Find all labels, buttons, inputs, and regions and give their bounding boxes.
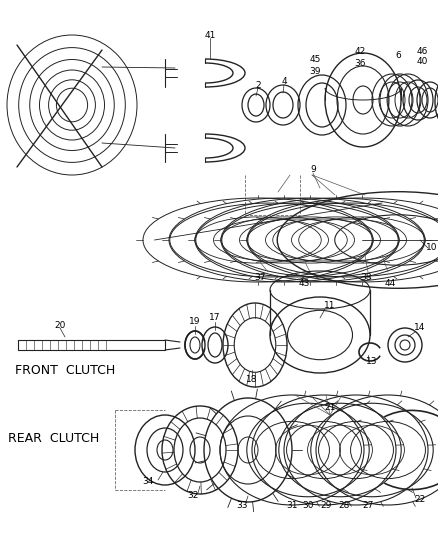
Text: FRONT  CLUTCH: FRONT CLUTCH <box>15 364 115 376</box>
Text: 33: 33 <box>236 500 248 510</box>
Text: 2: 2 <box>255 80 261 90</box>
Text: 38: 38 <box>360 273 372 282</box>
Text: 20: 20 <box>54 320 66 329</box>
Text: 41: 41 <box>204 30 215 39</box>
Text: 27: 27 <box>362 500 374 510</box>
Text: 40: 40 <box>416 58 427 67</box>
Text: 36: 36 <box>354 60 366 69</box>
Text: 31: 31 <box>286 500 298 510</box>
Text: 44: 44 <box>385 279 396 287</box>
Text: 4: 4 <box>281 77 287 86</box>
Text: 22: 22 <box>414 496 426 505</box>
Text: 37: 37 <box>254 273 266 282</box>
Text: 42: 42 <box>354 47 366 56</box>
Text: 46: 46 <box>416 47 427 56</box>
Text: 43: 43 <box>298 279 310 287</box>
Text: 10: 10 <box>426 244 438 253</box>
Text: 28: 28 <box>338 500 350 510</box>
Text: 14: 14 <box>414 324 426 333</box>
Text: REAR  CLUTCH: REAR CLUTCH <box>8 432 99 445</box>
Text: 21: 21 <box>324 403 336 413</box>
Text: 39: 39 <box>309 68 321 77</box>
Text: 9: 9 <box>310 166 316 174</box>
Text: 6: 6 <box>395 51 401 60</box>
Text: 29: 29 <box>320 500 332 510</box>
Text: 45: 45 <box>309 55 321 64</box>
Text: 34: 34 <box>142 478 154 487</box>
Text: 32: 32 <box>187 491 199 500</box>
Text: 19: 19 <box>189 318 201 327</box>
Text: 18: 18 <box>246 376 258 384</box>
Text: 30: 30 <box>302 500 314 510</box>
Text: 17: 17 <box>209 313 221 322</box>
Text: 11: 11 <box>324 301 336 310</box>
Text: 13: 13 <box>366 358 378 367</box>
Bar <box>18 340 165 350</box>
